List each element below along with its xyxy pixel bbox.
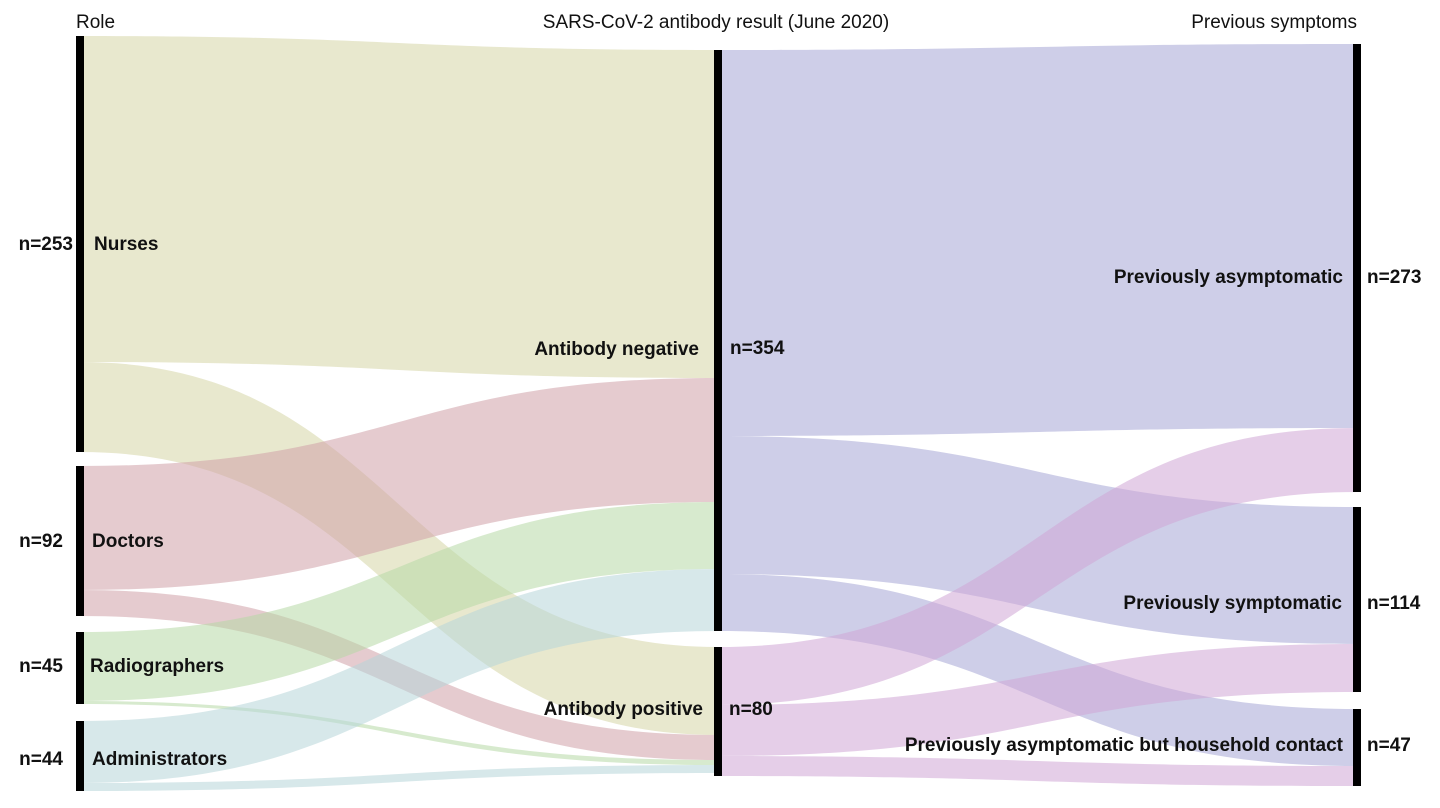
flows-layer — [80, 36, 1357, 791]
prev-household-count: n=47 — [1367, 735, 1411, 756]
prev-asymptomatic-count: n=273 — [1367, 267, 1421, 288]
antibody-positive-label: Antibody positive — [544, 699, 703, 720]
flow-radiographers-to-positive — [80, 701, 718, 765]
flow-positive-to-asymptomatic — [718, 428, 1357, 705]
prev-household-label: Previously asymptomatic but household co… — [905, 735, 1344, 756]
antibody-positive-count: n=80 — [729, 699, 773, 720]
flow-radiographers-to-negative — [80, 502, 718, 701]
nurses-count: n=253 — [19, 234, 73, 255]
flow-positive-to-household — [718, 756, 1357, 786]
prev-symptomatic-label: Previously symptomatic — [1123, 593, 1342, 614]
flow-negative-to-household — [718, 574, 1357, 766]
flow-administrators-to-positive — [80, 765, 718, 791]
doctors-node-bar — [76, 466, 84, 616]
prev-asymptomatic-node-bar — [1353, 44, 1361, 492]
radiographers-count: n=45 — [19, 656, 63, 677]
doctors-label: Doctors — [92, 531, 164, 552]
flow-positive-to-symptomatic — [718, 644, 1357, 756]
antibody-negative-node-bar — [714, 50, 722, 631]
nurses-node-bar — [76, 36, 84, 452]
antibody-positive-node-bar — [714, 647, 722, 776]
node-bars-layer — [76, 36, 1361, 791]
radiographers-label: Radiographers — [90, 656, 224, 677]
prev-household-node-bar — [1353, 709, 1361, 786]
doctors-count: n=92 — [19, 531, 63, 552]
antibody-negative-count: n=354 — [730, 338, 785, 359]
prev-symptomatic-node-bar — [1353, 507, 1361, 692]
nurses-label: Nurses — [94, 234, 158, 255]
administrators-node-bar — [76, 721, 84, 791]
administrators-count: n=44 — [19, 749, 63, 770]
administrators-label: Administrators — [92, 749, 227, 770]
flow-doctors-to-negative — [80, 378, 718, 590]
column-header-antibody-result: SARS-CoV-2 antibody result (June 2020) — [543, 12, 889, 33]
flow-nurses-to-negative — [80, 36, 718, 378]
column-header-previous-symptoms: Previous symptoms — [1191, 12, 1357, 33]
flow-administrators-to-negative — [80, 569, 718, 783]
flow-negative-to-asymptomatic — [718, 44, 1357, 436]
antibody-negative-label: Antibody negative — [534, 339, 699, 360]
prev-symptomatic-count: n=114 — [1367, 593, 1421, 614]
prev-asymptomatic-label: Previously asymptomatic — [1114, 267, 1344, 288]
column-header-role: Role — [76, 12, 115, 33]
radiographers-node-bar — [76, 632, 84, 704]
